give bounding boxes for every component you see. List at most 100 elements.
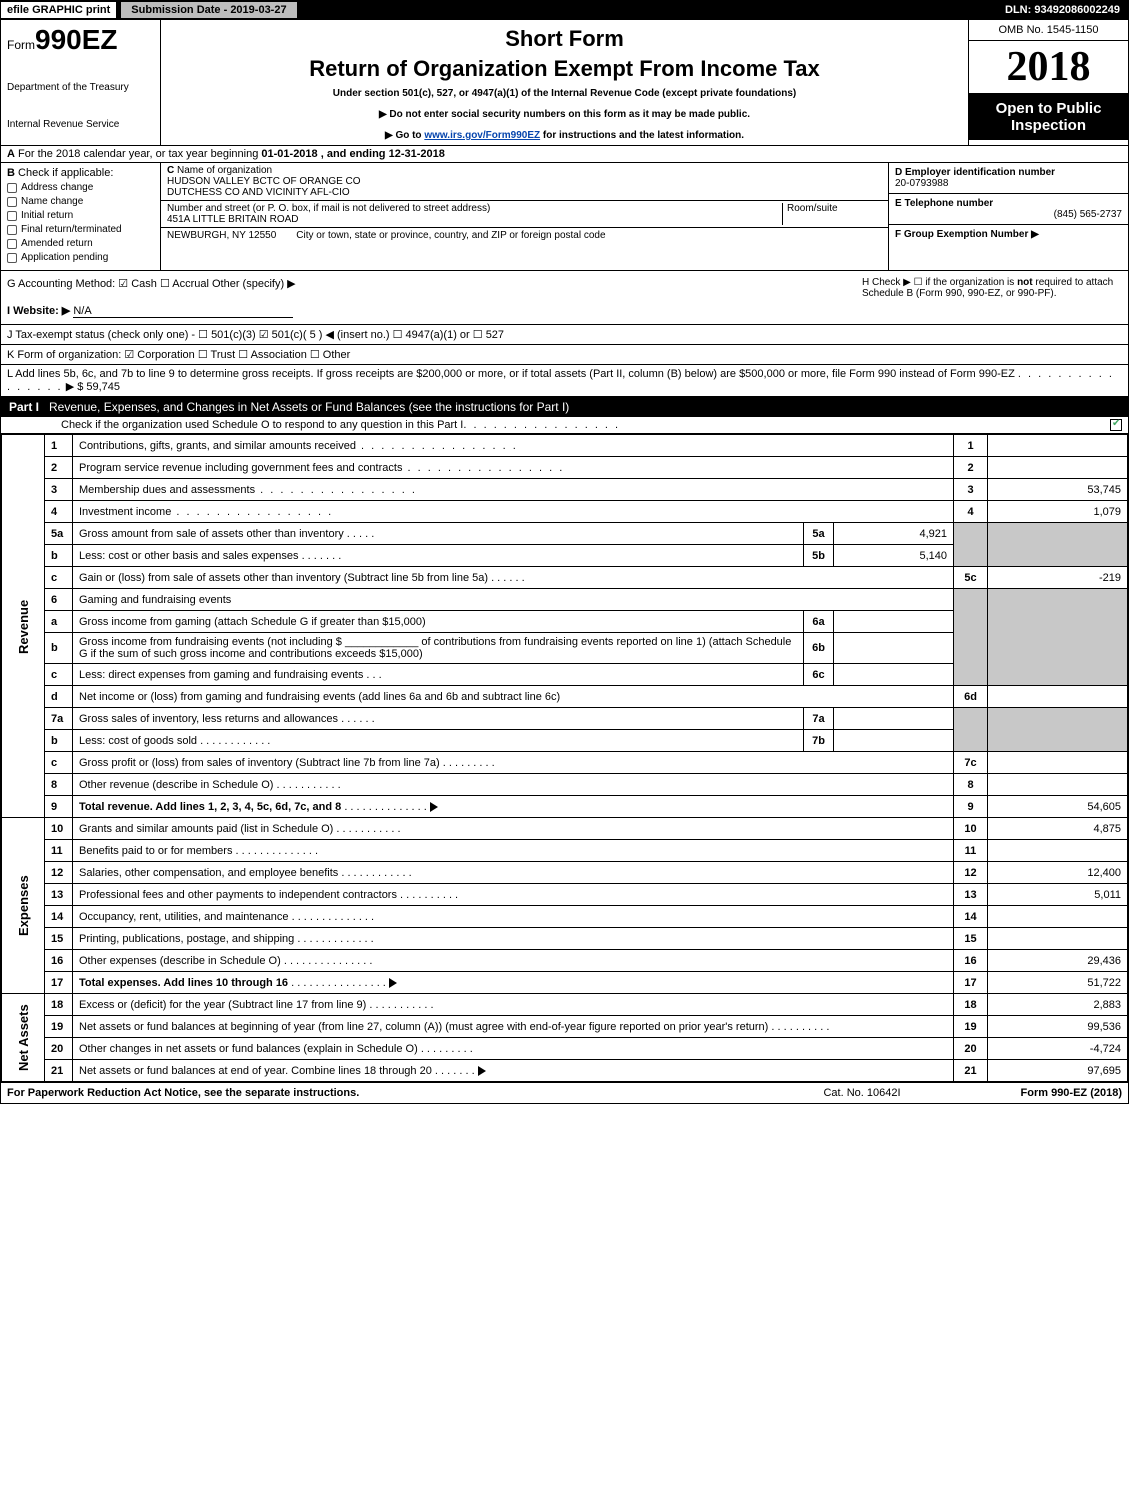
h-text1: H Check ▶ ☐ if the organization is <box>862 277 1017 288</box>
line-inlab: 5b <box>804 545 834 567</box>
chk-address-change[interactable]: Address change <box>7 182 154 193</box>
omb-number: OMB No. 1545-1150 <box>969 20 1128 41</box>
line-14: 14 Occupancy, rent, utilities, and maint… <box>2 906 1128 928</box>
line-inval <box>834 730 954 752</box>
lines-table: Revenue 1 Contributions, gifts, grants, … <box>1 434 1128 1082</box>
line-desc: Net assets or fund balances at beginning… <box>73 1016 954 1038</box>
return-title: Return of Organization Exempt From Incom… <box>167 56 962 82</box>
line-text: Less: cost or other basis and sales expe… <box>79 550 299 562</box>
part-1: Part I Revenue, Expenses, and Changes in… <box>0 397 1129 1083</box>
line-rval <box>988 752 1128 774</box>
line-rval <box>988 435 1128 457</box>
c-label: C <box>167 165 174 176</box>
shade-cell <box>988 523 1128 545</box>
line-num: c <box>45 664 73 686</box>
row-a-pre: For the 2018 calendar year, or tax year … <box>18 148 261 160</box>
line-desc: Other changes in net assets or fund bala… <box>73 1038 954 1060</box>
row-l-text: L Add lines 5b, 6c, and 7b to line 9 to … <box>7 368 1015 380</box>
arrow-icon <box>430 802 438 812</box>
checkbox-icon <box>7 197 17 207</box>
row-h: H Check ▶ ☐ if the organization is not r… <box>862 277 1122 318</box>
chk-application-pending[interactable]: Application pending <box>7 252 154 263</box>
shade-cell <box>954 708 988 730</box>
line-rval: 29,436 <box>988 950 1128 972</box>
shade-cell <box>988 664 1128 686</box>
line-num: 2 <box>45 457 73 479</box>
line-desc: Other expenses (describe in Schedule O) … <box>73 950 954 972</box>
line-rval: 1,079 <box>988 501 1128 523</box>
tax-year: 2018 <box>969 41 1128 94</box>
goto-line: ▶ Go to www.irs.gov/Form990EZ for instru… <box>167 130 962 141</box>
line-desc: Less: cost or other basis and sales expe… <box>73 545 804 567</box>
f-label: F Group Exemption Number ▶ <box>895 229 1039 240</box>
shade-cell <box>988 589 1128 611</box>
line-text: Grants and similar amounts paid (list in… <box>79 823 333 835</box>
block-d: D Employer identification number 20-0793… <box>888 163 1128 270</box>
line-4: 4 Investment income 4 1,079 <box>2 501 1128 523</box>
checkbox-icon <box>7 183 17 193</box>
checkbox-checked-icon <box>1110 419 1122 431</box>
line-inval <box>834 708 954 730</box>
line-20: 20 Other changes in net assets or fund b… <box>2 1038 1128 1060</box>
line-inlab: 7b <box>804 730 834 752</box>
line-desc: Program service revenue including govern… <box>73 457 954 479</box>
line-text: Net assets or fund balances at beginning… <box>79 1021 768 1033</box>
line-rlab: 17 <box>954 972 988 994</box>
line-rlab: 18 <box>954 994 988 1016</box>
row-a: A For the 2018 calendar year, or tax yea… <box>0 146 1129 163</box>
form-prefix: Form <box>7 38 35 52</box>
line-rval <box>988 774 1128 796</box>
page-footer: For Paperwork Reduction Act Notice, see … <box>0 1083 1129 1104</box>
dots-icon <box>356 440 518 452</box>
line-num: 15 <box>45 928 73 950</box>
line-num: 20 <box>45 1038 73 1060</box>
chk-initial-return[interactable]: Initial return <box>7 210 154 221</box>
line-text: Gross profit or (loss) from sales of inv… <box>79 757 440 769</box>
line-num: 1 <box>45 435 73 457</box>
line-desc: Salaries, other compensation, and employ… <box>73 862 954 884</box>
shade-cell <box>954 545 988 567</box>
line-text: Gross amount from sale of assets other t… <box>79 528 344 540</box>
chk-final-return[interactable]: Final return/terminated <box>7 224 154 235</box>
c-name-row: C Name of organization HUDSON VALLEY BCT… <box>161 163 888 201</box>
line-6d: d Net income or (loss) from gaming and f… <box>2 686 1128 708</box>
line-desc: Gross profit or (loss) from sales of inv… <box>73 752 954 774</box>
irs-link[interactable]: www.irs.gov/Form990EZ <box>424 130 540 141</box>
org-name-1: HUDSON VALLEY BCTC OF ORANGE CO <box>167 176 361 187</box>
line-rval <box>988 457 1128 479</box>
line-desc: Total revenue. Add lines 1, 2, 3, 4, 5c,… <box>73 796 954 818</box>
chk-amended-return[interactable]: Amended return <box>7 238 154 249</box>
website-value: N/A <box>73 305 293 318</box>
line-16: 16 Other expenses (describe in Schedule … <box>2 950 1128 972</box>
line-num: 14 <box>45 906 73 928</box>
row-g-left: G Accounting Method: ☑ Cash ☐ Accrual Ot… <box>7 277 862 318</box>
room-label: Room/suite <box>787 203 838 214</box>
line-6c: c Less: direct expenses from gaming and … <box>2 664 1128 686</box>
line-desc: Excess or (deficit) for the year (Subtra… <box>73 994 954 1016</box>
chk-name-change[interactable]: Name change <box>7 196 154 207</box>
line-text: Program service revenue including govern… <box>79 462 402 474</box>
line-5b: b Less: cost or other basis and sales ex… <box>2 545 1128 567</box>
city-value: NEWBURGH, NY 12550 <box>167 230 276 268</box>
line-rval: 53,745 <box>988 479 1128 501</box>
row-a-label: A <box>7 148 15 160</box>
city-label: City or town, state or province, country… <box>296 230 605 268</box>
line-rval <box>988 686 1128 708</box>
goto-post: for instructions and the latest informat… <box>540 130 744 141</box>
form-header: Form990EZ Department of the Treasury Int… <box>0 20 1129 146</box>
open-line1: Open to Public <box>996 100 1102 117</box>
line-rlab: 7c <box>954 752 988 774</box>
line-text: Less: cost of goods sold <box>79 735 197 747</box>
line-desc: Other revenue (describe in Schedule O) .… <box>73 774 954 796</box>
i-label: I Website: ▶ <box>7 305 70 317</box>
line-rlab: 14 <box>954 906 988 928</box>
line-rval: 4,875 <box>988 818 1128 840</box>
arrow-icon <box>478 1066 486 1076</box>
row-k: K Form of organization: ☑ Corporation ☐ … <box>0 345 1129 365</box>
line-inval: 5,140 <box>834 545 954 567</box>
line-desc: Net assets or fund balances at end of ye… <box>73 1060 954 1082</box>
open-line2: Inspection <box>1011 117 1086 134</box>
row-l: L Add lines 5b, 6c, and 7b to line 9 to … <box>0 365 1129 397</box>
line-num: 10 <box>45 818 73 840</box>
line-rlab: 12 <box>954 862 988 884</box>
